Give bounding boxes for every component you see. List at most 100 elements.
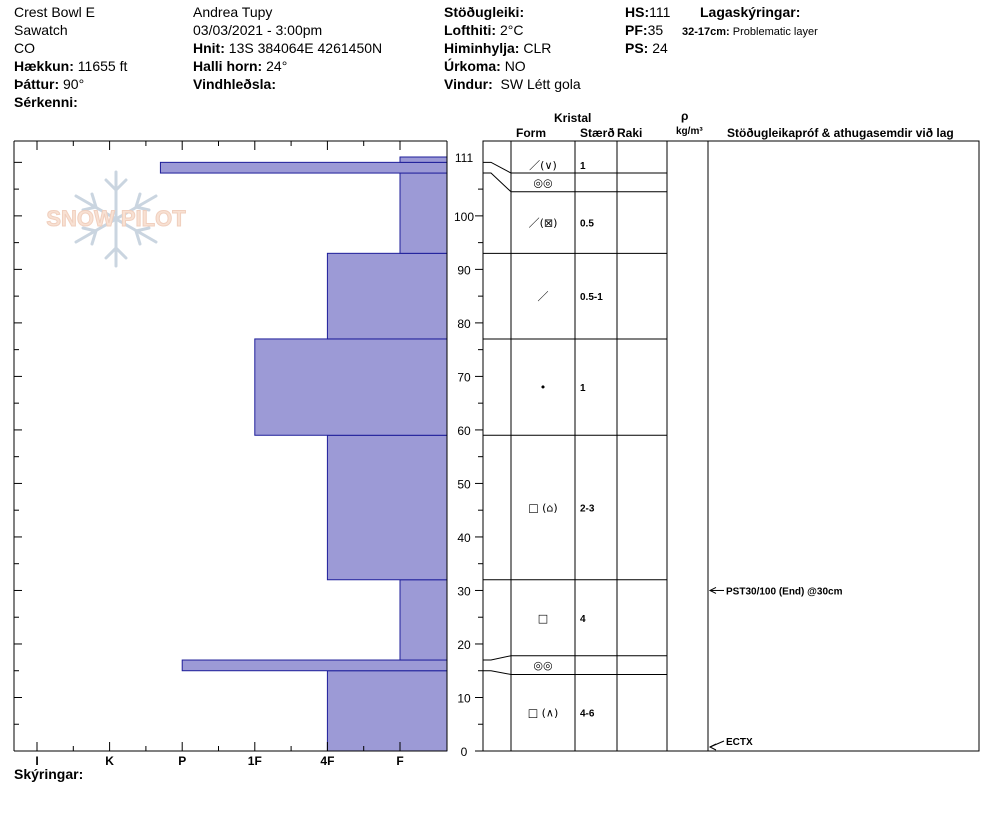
density-unit-header: kg/m³ <box>676 126 703 137</box>
hardness-bar-6 <box>399 172 448 254</box>
depth-label-60: 60 <box>457 424 471 438</box>
layer-connector-0 <box>483 161 512 174</box>
crystal-form-5: □ (⌂) <box>528 502 557 515</box>
ps: PS: 24 <box>625 40 668 56</box>
crystal-form-0: ／(∨) <box>529 159 557 172</box>
aspect: Þáttur: 90° <box>14 76 84 92</box>
features-label: Sérkenni: <box>14 94 78 110</box>
wind-loading-label: Vindhleðsla: <box>193 76 276 92</box>
aspect-label: Þáttur: <box>14 76 60 92</box>
crystal-form-7: ◎◎ <box>533 659 552 672</box>
crystal-size-8: 4-6 <box>580 709 595 720</box>
layer-table-frame <box>482 140 980 752</box>
air-temp: Lofthiti: 2°C <box>444 22 523 38</box>
depth-label-111: 111 <box>455 151 474 165</box>
hardness-bar-7 <box>159 161 448 174</box>
wind: Vindur: SW Létt gola <box>444 76 581 92</box>
hs-label: HS: <box>625 4 650 20</box>
depth-label-90: 90 <box>457 263 471 277</box>
crystal-size-0: 1 <box>580 161 586 172</box>
hardness-bar-3 <box>326 434 448 581</box>
crystal-size-5: 2-3 <box>580 504 595 515</box>
depth-label-50: 50 <box>457 477 471 491</box>
moisture-header: Raki <box>617 126 643 140</box>
hardness-label-F: F <box>396 754 403 768</box>
hardness-bar-2 <box>399 579 448 661</box>
crystal-size-6: 4 <box>580 614 586 625</box>
coords-label: Hnit: <box>193 40 225 56</box>
elevation-value: 11655 ft <box>77 58 128 74</box>
hardness-bar-1 <box>181 659 448 672</box>
ps-label: PS: <box>625 40 649 56</box>
datetime: 03/03/2021 - 3:00pm <box>193 22 323 38</box>
legend-label: Skýringar: <box>14 766 84 782</box>
precip-label: Úrkoma: <box>444 58 501 74</box>
test-label-1: ECTX <box>726 737 753 748</box>
coords-value: 13S 384064E 4261450N <box>228 40 383 56</box>
snowflake-logo: SNOW PILOT <box>46 170 187 268</box>
hardness-bar-0 <box>326 670 448 752</box>
hardness-label-4F: 4F <box>320 754 334 768</box>
pf-value: 35 <box>647 22 664 38</box>
depth-label-30: 30 <box>457 584 471 598</box>
crystal-form-2: ／(⊠) <box>529 217 558 230</box>
hardness-label-K: K <box>105 754 114 768</box>
crystal-size-2: 0.5 <box>580 219 594 230</box>
logo-text: SNOW PILOT <box>46 206 186 231</box>
observer: Andrea Tupy <box>193 4 273 20</box>
depth-label-0: 0 <box>461 745 468 759</box>
hs-value: 111 <box>649 4 671 20</box>
air-temp-value: 2°C <box>499 22 524 38</box>
stability-label: Stöðugleiki: <box>444 4 525 20</box>
hs: HS:111 <box>625 4 670 20</box>
hardness-label-1F: 1F <box>248 754 262 768</box>
state: CO <box>14 40 35 56</box>
depth-label-70: 70 <box>457 370 471 384</box>
ps-value: 24 <box>652 40 668 56</box>
hardness-label-P: P <box>178 754 186 768</box>
hardness-bar-5 <box>326 252 448 340</box>
layer-connector-2 <box>483 655 512 661</box>
form-header: Form <box>516 126 546 140</box>
location-name: Crest Bowl E <box>14 4 95 20</box>
crystal-form-3: ／ <box>538 290 549 303</box>
depth-label-100: 100 <box>454 210 474 224</box>
layer-notes-label: Lagaskýringar: <box>700 4 801 20</box>
depth-label-20: 20 <box>457 638 471 652</box>
layer-note-text: Problematic layer <box>732 26 818 38</box>
pf-label: PF: <box>625 22 648 38</box>
slope-label: Halli horn: <box>193 58 263 74</box>
elevation-label: Hækkun: <box>14 58 74 74</box>
test-label-0: PST30/100 (End) @30cm <box>726 586 843 597</box>
sky-cover: Himinhylja: CLR <box>444 40 551 56</box>
crystal-size-3: 0.5-1 <box>580 292 603 303</box>
hardness-bar-8 <box>399 156 448 163</box>
aspect-value: 90° <box>63 76 85 92</box>
rho-header: ρ <box>681 109 689 123</box>
crystal-form-6: □ <box>538 612 548 625</box>
coordinates: Hnit: 13S 384064E 4261450N <box>193 40 382 56</box>
precip-value: NO <box>504 58 526 74</box>
air-temp-label: Lofthiti: <box>444 22 497 38</box>
hardness-label-I: I <box>35 754 38 768</box>
kristal-header: Kristal <box>554 111 592 125</box>
slope: Halli horn: 24° <box>193 58 287 74</box>
crystal-size-4: 1 <box>580 383 586 394</box>
sky-label: Himinhylja: <box>444 40 520 56</box>
layer-connector-1 <box>483 172 512 193</box>
slope-value: 24° <box>266 58 288 74</box>
depth-label-40: 40 <box>457 531 471 545</box>
mountain-range: Sawatch <box>14 22 68 38</box>
layer-connector-3 <box>483 670 512 675</box>
sky-value: CLR <box>523 40 552 56</box>
precipitation: Úrkoma: NO <box>444 58 526 74</box>
pf: PF:35 <box>625 22 663 38</box>
test-arrowhead-0 <box>708 587 717 594</box>
crystal-form-1: ◎◎ <box>533 176 552 189</box>
test-arrowhead-1 <box>708 743 717 751</box>
tests-header: Stöðugleikapróf & athugasemdir við lag <box>727 126 954 140</box>
wind-value: SW Létt gola <box>500 76 581 92</box>
hardness-bar-4 <box>254 338 448 436</box>
elevation: Hækkun: 11655 ft <box>14 58 127 74</box>
